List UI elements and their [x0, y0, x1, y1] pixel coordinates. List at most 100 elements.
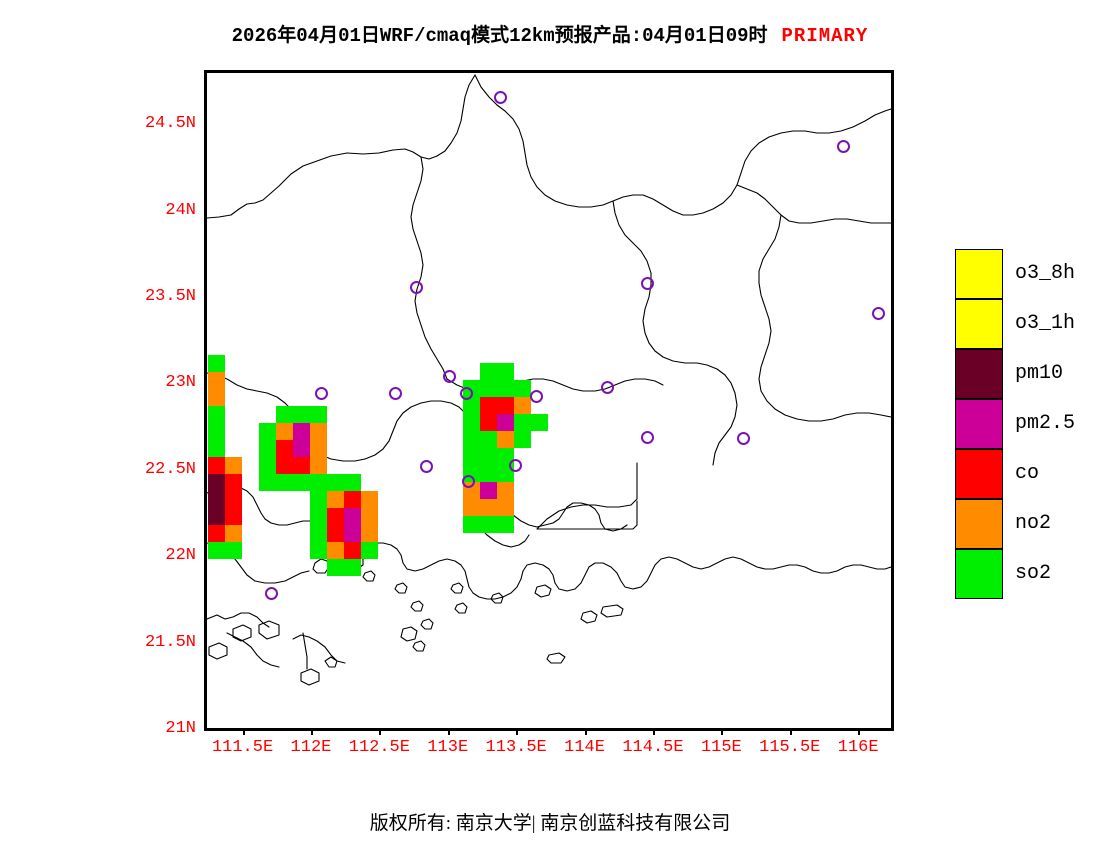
legend-label: pm10 — [1015, 362, 1064, 385]
forecast-cell — [361, 542, 378, 559]
forecast-cell — [344, 491, 361, 508]
forecast-cell — [208, 423, 225, 440]
copyright-footer: 版权所有: 南京大学| 南京创蓝科技有限公司 — [369, 813, 731, 834]
forecast-cell — [310, 406, 327, 423]
y-tick-label: 23N — [165, 373, 196, 393]
forecast-cell — [463, 448, 480, 465]
forecast-cell — [480, 499, 497, 516]
forecast-cell — [310, 474, 327, 491]
x-tick-label: 115.5E — [759, 738, 821, 757]
forecast-cell — [208, 355, 225, 372]
y-tick-label: 23.5N — [144, 286, 196, 306]
monitoring-station-marker[interactable] — [410, 281, 423, 294]
forecast-cell — [293, 457, 310, 474]
forecast-cell — [480, 516, 497, 533]
forecast-cell — [208, 372, 225, 389]
forecast-cell — [327, 474, 344, 491]
monitoring-station-marker[interactable] — [509, 459, 522, 472]
forecast-cell — [208, 474, 225, 491]
forecast-cell — [361, 525, 378, 542]
forecast-cell — [480, 363, 497, 380]
forecast-cell — [310, 508, 327, 525]
forecast-cell — [293, 474, 310, 491]
forecast-cell — [310, 440, 327, 457]
monitoring-station-marker[interactable] — [530, 390, 543, 403]
monitoring-station-marker[interactable] — [265, 587, 278, 600]
forecast-cell — [531, 414, 548, 431]
forecast-cell — [327, 491, 344, 508]
forecast-cell — [497, 499, 514, 516]
chart-title-primary: PRIMARY — [781, 25, 869, 47]
forecast-cell — [293, 440, 310, 457]
y-tick-label: 24.5N — [144, 114, 196, 134]
forecast-cell — [514, 414, 531, 431]
forecast-cell — [344, 474, 361, 491]
monitoring-station-marker[interactable] — [837, 140, 850, 153]
forecast-cell — [225, 491, 242, 508]
legend-color-swatch — [955, 249, 1003, 299]
forecast-cell — [344, 525, 361, 542]
forecast-cell — [480, 448, 497, 465]
forecast-cell — [480, 414, 497, 431]
monitoring-station-marker[interactable] — [872, 307, 885, 320]
monitoring-station-marker[interactable] — [737, 432, 750, 445]
monitoring-station-marker[interactable] — [494, 91, 507, 104]
forecast-cell — [463, 516, 480, 533]
forecast-cell — [497, 397, 514, 414]
x-tick-label: 112E — [290, 738, 332, 757]
forecast-cell — [208, 406, 225, 423]
forecast-cell — [514, 380, 531, 397]
forecast-cell — [310, 423, 327, 440]
forecast-cell — [208, 508, 225, 525]
x-tick-label: 111.5E — [211, 738, 274, 757]
forecast-cell — [327, 508, 344, 525]
forecast-cell — [514, 431, 531, 448]
legend-label: co — [1015, 462, 1040, 485]
monitoring-station-marker[interactable] — [460, 387, 473, 400]
map-panel[interactable] — [204, 70, 894, 731]
forecast-cell — [497, 516, 514, 533]
monitoring-station-marker[interactable] — [462, 475, 475, 488]
legend-color-swatch — [955, 499, 1003, 549]
monitoring-station-marker[interactable] — [601, 381, 614, 394]
forecast-cell — [497, 380, 514, 397]
forecast-cell — [208, 525, 225, 542]
legend-color-swatch — [955, 549, 1003, 599]
forecast-cell — [208, 440, 225, 457]
forecast-cell — [208, 457, 225, 474]
x-tick-label: 112.5E — [348, 738, 410, 757]
monitoring-station-layer — [207, 73, 891, 728]
monitoring-station-marker[interactable] — [641, 431, 654, 444]
y-tick-label: 21N — [165, 719, 196, 738]
forecast-cell — [463, 397, 480, 414]
forecast-cell — [361, 491, 378, 508]
forecast-cell — [225, 457, 242, 474]
monitoring-station-marker[interactable] — [389, 387, 402, 400]
x-tick-label: 114.5E — [622, 738, 684, 757]
forecast-cell — [293, 423, 310, 440]
forecast-cell — [327, 542, 344, 559]
chart-title: 2026年04月01日WRF/cmaq模式12km预报产品:04月01日09时 P… — [0, 20, 1100, 47]
map-inner — [207, 73, 891, 728]
monitoring-station-marker[interactable] — [420, 460, 433, 473]
forecast-cell — [497, 414, 514, 431]
forecast-cell — [344, 508, 361, 525]
legend-label: so2 — [1015, 562, 1052, 585]
forecast-cell — [480, 465, 497, 482]
forecast-cell — [463, 431, 480, 448]
forecast-cell — [208, 542, 225, 559]
forecast-cell — [276, 423, 293, 440]
legend-color-swatch — [955, 449, 1003, 499]
legend-label: no2 — [1015, 512, 1052, 535]
forecast-cell — [225, 525, 242, 542]
legend-label: pm2.5 — [1015, 412, 1076, 435]
legend-label: o3_1h — [1015, 312, 1076, 335]
monitoring-station-marker[interactable] — [315, 387, 328, 400]
forecast-cell — [310, 491, 327, 508]
forecast-cell — [310, 525, 327, 542]
monitoring-station-marker[interactable] — [443, 370, 456, 383]
forecast-cell — [225, 542, 242, 559]
monitoring-station-marker[interactable] — [641, 277, 654, 290]
forecast-cell — [344, 559, 361, 576]
